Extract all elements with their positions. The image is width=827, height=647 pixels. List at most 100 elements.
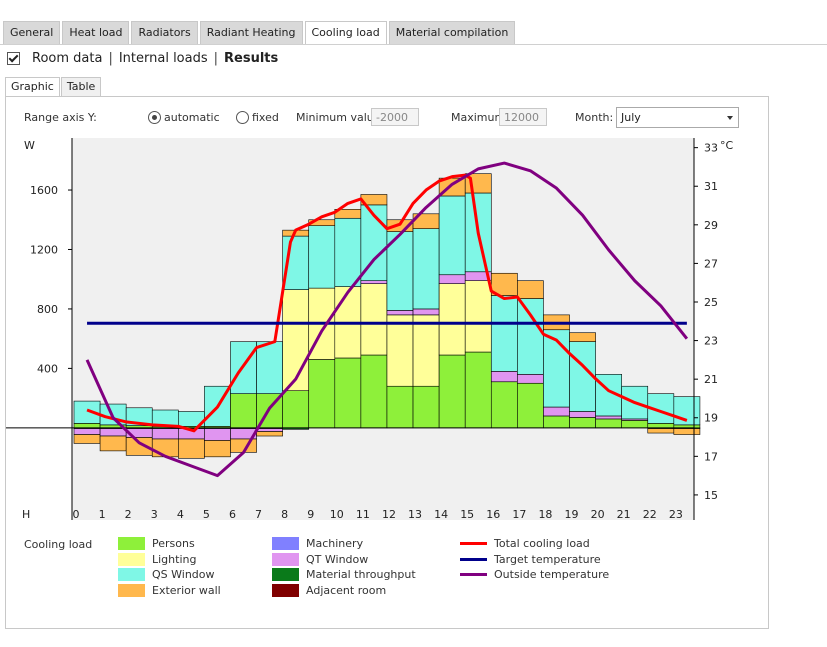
x-tick-label: 14 [434,508,448,521]
legend-swatch [118,567,145,581]
bar-segment-negative [73,434,101,444]
bar-segment-qs-window [569,341,596,412]
y-right-tick-label: 21 [704,373,718,386]
y-right-tick-label: 27 [704,257,718,270]
bar-segment-lighting [282,289,310,391]
tab-heat-load[interactable]: Heat load [62,21,130,44]
legend-item-exterior-wall: Exterior wall [118,583,221,597]
bar-segment-qs-window [334,217,362,287]
tab-radiators[interactable]: Radiators [131,21,198,44]
legend-item-qs-window: QS Window [118,567,215,581]
legend-title: Cooling load [24,538,93,551]
automatic-radio[interactable] [148,111,161,124]
bar-segment-qt-window [517,374,544,384]
y-right-tick-label: 25 [704,296,718,309]
y-right-tick-label: 19 [704,412,718,425]
bar-segment-qt-window [438,274,466,284]
bar-segment-persons [412,385,440,429]
x-tick-label: 5 [203,508,210,521]
bar-segment-persons [438,354,466,429]
maximum-value-input[interactable]: 12000 [499,108,547,126]
y-right-tick-label: 31 [704,180,718,193]
x-tick-label: 11 [356,508,370,521]
legend-line [460,572,487,576]
bar-segment-negative [256,428,283,432]
x-tick-label: 15 [460,508,474,521]
bar-segment-lighting [438,283,466,356]
results-link[interactable]: Results [224,50,279,66]
month-select[interactable]: July [616,107,739,128]
x-axis-unit: H [22,508,30,521]
legend-item-material-throughput: Material throughput [272,567,416,581]
legend-line [460,541,487,545]
legend-label: Machinery [306,536,364,550]
subnav-separator: | [213,50,219,66]
legend-label: QS Window [152,567,215,581]
bar-segment-lighting [386,314,414,387]
legend-swatch [118,583,145,597]
x-tick-label: 21 [617,508,631,521]
bar-segment-negative [99,435,127,452]
x-tick-label: 3 [151,508,158,521]
x-tick-label: 23 [669,508,683,521]
minimum-value-label: Minimum value: [296,111,385,124]
legend-label: Target temperature [494,552,601,566]
bar-segment-persons [647,423,675,429]
legend-label: Outside temperature [494,567,610,581]
bar-segment-exterior-wall [517,280,544,299]
automatic-label: automatic [164,111,220,124]
tab-general[interactable]: General [3,21,61,44]
bar-segment-qs-window [256,341,283,394]
x-tick-label: 10 [330,508,344,521]
x-tick-label: 8 [281,508,288,521]
legend-item-target-temperature: Target temperature [460,552,601,566]
bar-segment-qt-window [412,308,440,316]
y-left-tick-label: 800 [37,303,58,316]
minimum-value-input[interactable]: -2000 [371,108,419,126]
bar-segment-negative [673,428,701,435]
bar-segment-persons [517,382,544,429]
y-right-tick-label: 23 [704,335,718,348]
y-right-tick-label: 33 [704,142,718,155]
outside-temperature-line [85,161,689,478]
legend-item-machinery: Machinery [272,536,363,550]
bar-segment-negative [204,440,231,458]
bar-segment-persons [595,418,622,429]
tab-graphic[interactable]: Graphic [5,77,60,96]
bar-segment-lighting [464,280,492,353]
bar-segment-negative [151,438,179,458]
y-left-unit: W [24,139,35,152]
bar-segment-persons [386,385,414,429]
tab-table[interactable]: Table [60,77,102,96]
bar-segment-persons [569,417,596,429]
bar-segment-persons [621,420,649,429]
legend-label: Adjacent room [306,583,387,597]
legend-swatch [272,552,299,566]
tab-radiant-heating[interactable]: Radiant Heating [199,21,303,44]
bar-segment-lighting [412,314,440,387]
y-right-tick-label: 15 [704,489,718,502]
tab-cooling-load[interactable]: Cooling load [304,21,387,45]
fixed-radio[interactable] [236,111,249,124]
tabbar-divider [0,44,827,45]
internal-loads-link[interactable]: Internal loads [118,50,208,66]
subnav-separator: | [108,50,113,66]
bar-segment-persons [360,354,388,429]
legend-swatch [272,583,299,597]
bar-segment-persons [73,423,101,429]
bar-segment-qt-window [569,411,596,418]
legend-item-lighting: Lighting [118,552,196,566]
legend-swatch [272,536,299,550]
check-icon[interactable] [7,51,20,65]
bar-segment-negative [99,428,127,437]
bar-segment-negative [151,428,179,440]
bar-segment-negative [204,428,231,441]
graphic-panel: Range axis Y: automatic fixed Minimum va… [5,96,769,629]
x-tick-label: 17 [512,508,526,521]
room-data-link[interactable]: Room data [32,50,103,66]
legend-label: Total cooling load [494,536,590,550]
tab-material-compilation[interactable]: Material compilation [388,21,516,44]
legend-label: Material throughput [306,567,416,581]
bar-segment-qt-window [543,406,570,417]
